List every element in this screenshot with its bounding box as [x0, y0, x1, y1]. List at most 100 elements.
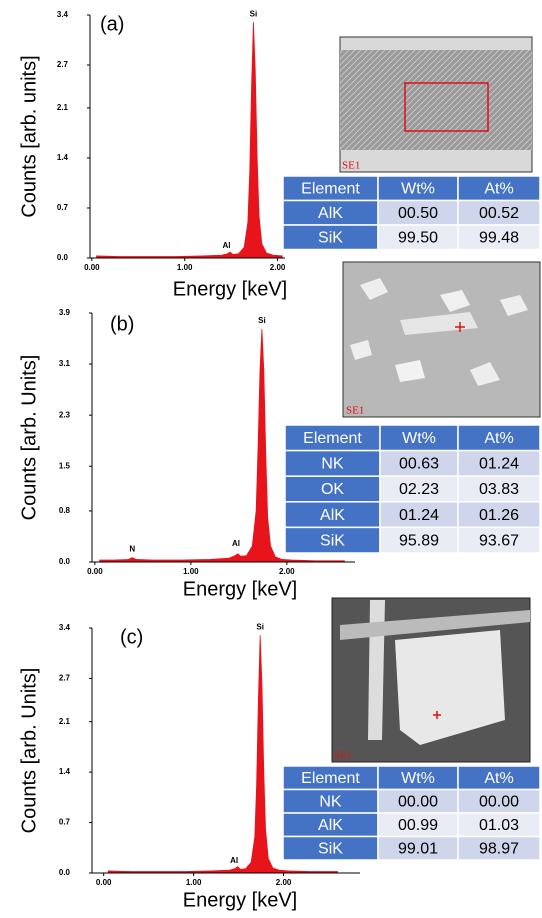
table-text: SiK [320, 532, 345, 549]
table-header: At% [484, 430, 513, 447]
table-cell [457, 501, 541, 529]
table-text: 03.83 [479, 481, 519, 498]
y-tick-label: 0.0 [59, 868, 71, 877]
y-tick-label: 0.7 [59, 818, 71, 827]
table-text: SiK [318, 229, 343, 246]
table-text: 95.89 [399, 532, 439, 549]
table-text: 98.97 [479, 840, 519, 857]
table-cell [457, 449, 541, 477]
table-header: Wt% [401, 180, 435, 197]
table-cell [457, 526, 541, 554]
table-cell [377, 224, 459, 251]
table-cell [284, 526, 381, 554]
sem-image [342, 261, 541, 418]
table-text: AlK [320, 507, 345, 524]
table-text: 01.03 [479, 817, 519, 834]
y-tick-label: 0.0 [59, 557, 71, 566]
table-header: Wt% [402, 430, 436, 447]
y-tick-label: 2.1 [59, 717, 71, 726]
y-tick-label: 3.1 [59, 359, 71, 368]
table-text: 99.50 [398, 229, 438, 246]
y-tick-label: 3.4 [57, 10, 69, 19]
annotation: Al [223, 241, 231, 250]
table-text: AlK [318, 817, 343, 834]
table-cell [284, 475, 381, 503]
x-tick-label: 1.00 [183, 567, 199, 576]
table-cell [457, 424, 541, 452]
x-tick-label: 1.00 [186, 878, 202, 887]
table-text: 00.63 [399, 456, 439, 473]
y-tick-label: 0.7 [57, 203, 69, 212]
table-cell [379, 526, 459, 554]
x-tick-label: 2.00 [276, 878, 292, 887]
table-header: Wt% [401, 770, 435, 787]
table-header: Element [301, 180, 360, 197]
y-tick-label: 0.8 [59, 506, 71, 515]
table-text: 01.26 [479, 507, 519, 524]
table-text: 99.48 [479, 229, 519, 246]
y-tick-label: 1.4 [59, 767, 71, 776]
table-text: 99.01 [398, 840, 438, 857]
y-axis-label: Counts [arb. Units] [18, 355, 40, 521]
table-text: 93.67 [479, 532, 519, 549]
annotation: Si [256, 622, 264, 631]
image-label: SE1 [342, 160, 360, 172]
image-label: SE1 [346, 405, 364, 417]
y-tick-label: 1.5 [59, 461, 71, 470]
table-text: 01.24 [479, 456, 519, 473]
y-tick-label: 3.9 [59, 308, 71, 317]
table-header: At% [484, 180, 513, 197]
table-text: NK [321, 456, 344, 473]
table-text: 00.00 [479, 793, 519, 810]
x-tick-label: 0.00 [84, 263, 100, 272]
table-cell [282, 199, 379, 226]
table-cell [457, 175, 541, 202]
annotation: Si [250, 9, 258, 18]
x-axis-label: Energy [keV] [183, 889, 298, 911]
table-cell [379, 449, 459, 477]
y-tick-label: 3.4 [59, 623, 71, 632]
y-axis-label: Counts [arb. units] [18, 55, 40, 217]
x-axis-label: Energy [keV] [183, 578, 298, 600]
table-cell [377, 199, 459, 226]
panel-title: (c) [120, 626, 143, 648]
image-label: SE1 [334, 750, 352, 762]
x-tick-label: 1.00 [177, 263, 193, 272]
table-cell [282, 224, 379, 251]
table-text: NK [319, 793, 342, 810]
y-tick-label: 2.3 [59, 410, 71, 419]
table-text: 00.52 [479, 205, 519, 222]
table-text: 01.24 [399, 507, 439, 524]
table-cell [457, 835, 541, 861]
x-axis-label: Energy [keV] [173, 278, 288, 300]
panel-title: (b) [110, 313, 134, 335]
x-tick-label: 0.00 [96, 878, 112, 887]
annotation: Al [232, 539, 240, 548]
spectrum [99, 328, 345, 563]
table-text: SiK [318, 840, 343, 857]
y-axis-label: Counts [arb. Units] [18, 668, 40, 834]
table-text: 02.23 [399, 481, 439, 498]
y-tick-label: 2.1 [57, 103, 69, 112]
table-cell [457, 475, 541, 503]
annotation: N [129, 545, 135, 554]
x-tick-label: 2.00 [270, 263, 286, 272]
spectrum [107, 635, 338, 874]
table-cell [377, 175, 459, 202]
panel-title: (a) [100, 13, 124, 35]
sem-image [331, 597, 531, 763]
table-text: AlK [318, 205, 343, 222]
x-tick-label: 0.00 [87, 567, 103, 576]
table-text: 00.50 [398, 205, 438, 222]
table-text: OK [321, 481, 344, 498]
table-cell [457, 199, 541, 226]
x-tick-label: 2.00 [279, 567, 295, 576]
table-text: 00.99 [398, 817, 438, 834]
table-cell [282, 175, 379, 202]
y-tick-label: 2.7 [57, 60, 69, 69]
sem-image [339, 36, 533, 173]
annotation: Si [258, 316, 266, 325]
table-header: At% [484, 770, 513, 787]
table-cell [457, 224, 541, 251]
